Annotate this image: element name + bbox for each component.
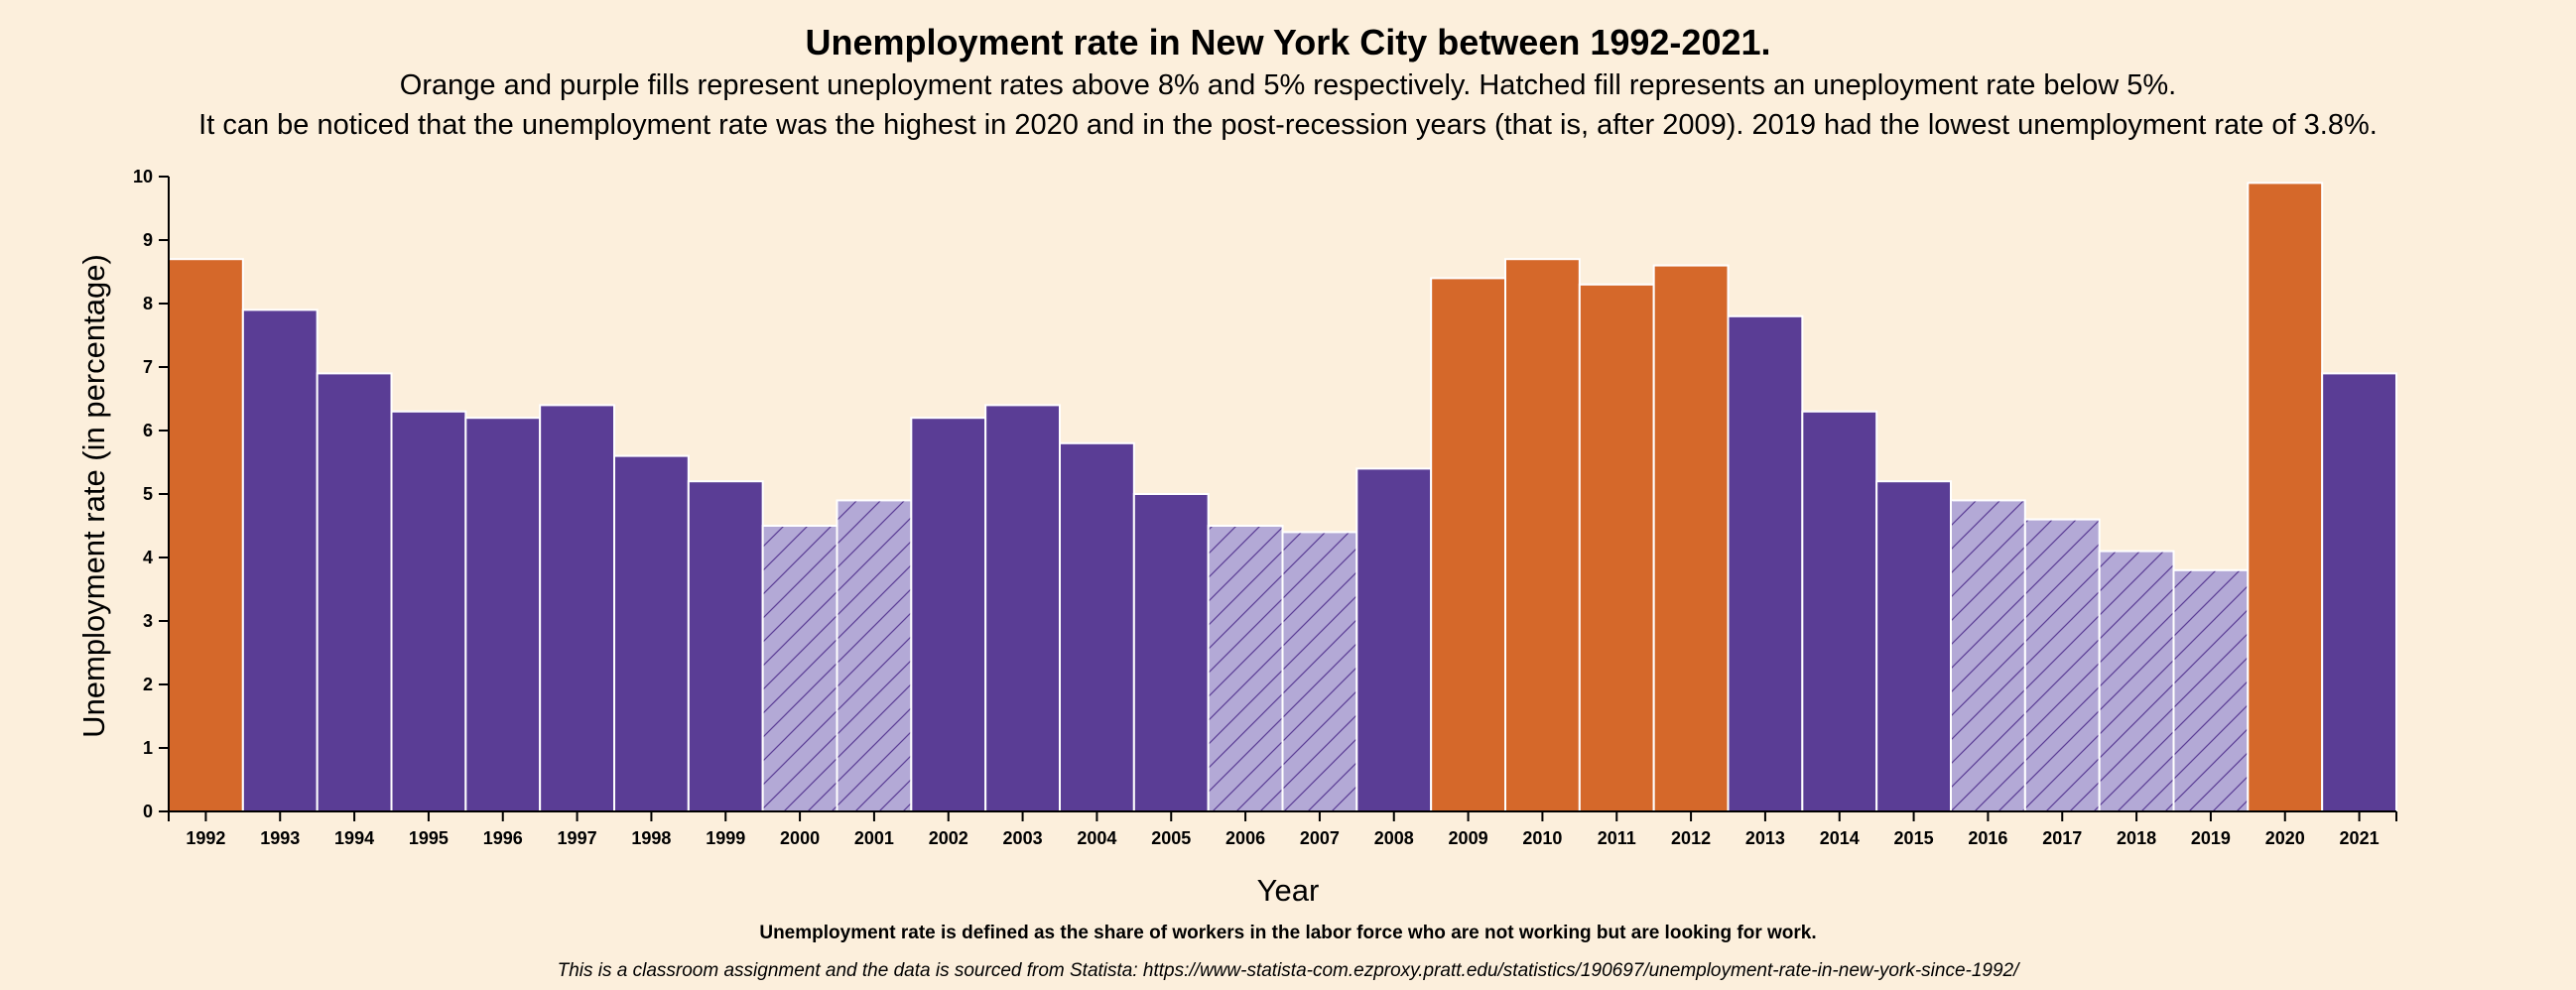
bar-1993 <box>241 309 319 812</box>
x-tick-label: 2010 <box>1522 828 1562 848</box>
bar-2006 <box>1207 525 1284 812</box>
x-tick-label: 2016 <box>1968 828 2007 848</box>
x-tick-label: 2020 <box>2265 828 2305 848</box>
bar-1998 <box>613 454 690 812</box>
chart-subtitle-line-1: Orange and purple fills represent uneplo… <box>399 69 2177 101</box>
y-tick-label: 7 <box>143 357 153 377</box>
bar-2016 <box>1950 499 2026 812</box>
y-tick-label: 3 <box>143 611 153 631</box>
x-axis: 1992 1993 1994 1995 1996 1997 1998 1999 2000 2001… <box>168 810 2397 848</box>
chart-title: Unemployment rate in New York City betwe… <box>805 22 1771 62</box>
x-tick-label: 2004 <box>1077 828 1116 848</box>
bar-2011 <box>1578 283 1655 812</box>
bar-2004 <box>1059 441 1135 812</box>
x-tick-label: 2002 <box>929 828 968 848</box>
x-tick-label: 2000 <box>780 828 820 848</box>
y-tick-label: 6 <box>143 421 153 440</box>
y-tick-label: 9 <box>143 230 153 250</box>
bar-1995 <box>390 410 467 812</box>
bar-1996 <box>464 417 542 812</box>
bars-group <box>168 182 2398 813</box>
x-tick-label: 1994 <box>334 828 374 848</box>
bar-2017 <box>2023 518 2101 812</box>
x-tick-label: 2021 <box>2340 828 2380 848</box>
bar-1994 <box>316 372 393 812</box>
x-tick-label: 2011 <box>1598 828 1636 848</box>
bar-2000 <box>761 525 838 812</box>
x-tick-label: 2014 <box>1820 828 1860 848</box>
bar-2020 <box>2247 182 2324 812</box>
bar-1999 <box>687 480 764 812</box>
bar-2001 <box>836 499 913 812</box>
x-tick-label: 2008 <box>1374 828 1414 848</box>
x-tick-label: 1993 <box>260 828 300 848</box>
bar-2002 <box>910 417 987 812</box>
bar-2013 <box>1727 314 1804 812</box>
x-tick-label: 2012 <box>1671 828 1711 848</box>
y-tick-label: 10 <box>133 167 153 186</box>
bar-2003 <box>984 404 1062 812</box>
x-tick-label: 1995 <box>409 828 449 848</box>
x-tick-label: 2005 <box>1151 828 1191 848</box>
chart-subtitle-line-2: It can be noticed that the unemployment … <box>198 109 2378 141</box>
x-axis-label: Year <box>1256 873 1320 908</box>
x-tick-label: 1998 <box>631 828 671 848</box>
x-tick-label: 2017 <box>2042 828 2082 848</box>
bar-2019 <box>2172 568 2250 812</box>
bar-2009 <box>1430 277 1506 812</box>
x-tick-label: 2009 <box>1449 828 1488 848</box>
y-tick-label: 1 <box>143 738 153 758</box>
bar-2008 <box>1355 467 1433 812</box>
source-note: This is a classroom assignment and the d… <box>557 960 2019 981</box>
y-tick-label: 4 <box>143 548 153 567</box>
x-tick-label: 2006 <box>1225 828 1265 848</box>
y-tick-label: 0 <box>143 802 153 821</box>
bar-2015 <box>1875 480 1952 812</box>
y-tick-label: 2 <box>143 675 153 694</box>
x-tick-label: 2003 <box>1003 828 1043 848</box>
x-tick-label: 1996 <box>483 828 523 848</box>
x-tick-label: 2013 <box>1745 828 1785 848</box>
y-tick-label: 8 <box>143 294 153 313</box>
bar-2012 <box>1652 264 1730 813</box>
x-tick-label: 2001 <box>854 828 894 848</box>
bar-2005 <box>1132 493 1210 812</box>
bar-2021 <box>2321 372 2398 812</box>
x-tick-label: 2019 <box>2191 828 2231 848</box>
definition-note: Unemployment rate is defined as the shar… <box>759 923 1817 943</box>
x-tick-label: 1997 <box>558 828 597 848</box>
bar-1992 <box>168 258 244 812</box>
bar-1997 <box>539 404 616 812</box>
x-tick-label: 1992 <box>186 828 225 848</box>
bar-2018 <box>2098 550 2175 812</box>
bar-2014 <box>1801 410 1878 812</box>
bar-2007 <box>1281 531 1358 813</box>
x-tick-label: 2007 <box>1300 828 1340 848</box>
x-tick-label: 1999 <box>706 828 745 848</box>
y-axis-label: Unemployment rate (in percentage) <box>76 254 111 738</box>
y-axis: 0 1 2 3 4 5 6 7 8 9 10 <box>133 167 170 821</box>
x-tick-label: 2018 <box>2117 828 2156 848</box>
bar-2010 <box>1504 258 1581 812</box>
x-tick-label: 2015 <box>1894 828 1934 848</box>
y-tick-label: 5 <box>143 484 153 504</box>
